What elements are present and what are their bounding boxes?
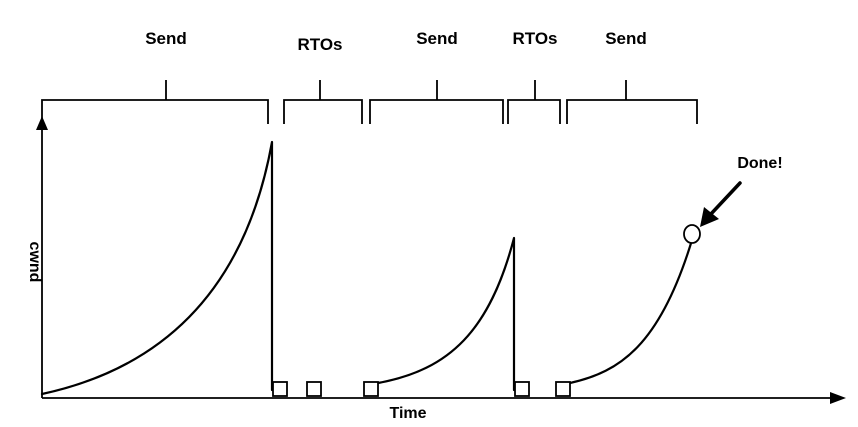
bracket-rtos-2 [507,80,561,124]
timeout-marker [363,381,379,397]
x-axis-arrowhead [830,392,846,404]
phase-label-send-2: Send [416,29,458,48]
phase-rtos-1: RTOs [283,35,363,124]
bracket-send-2 [369,80,504,124]
timeout-marker [272,381,288,397]
done-arrow [700,181,742,227]
phase-rtos-2: RTOs [507,29,561,124]
cwnd-curve-2 [376,236,516,392]
bracket-send-1 [41,80,269,124]
timeout-marker [555,381,571,397]
done-circle-marker [683,224,701,244]
phase-label-rtos-1: RTOs [297,35,342,54]
done-label: Done! [737,155,782,172]
cwnd-curve-1 [40,140,274,396]
y-axis [36,116,48,398]
y-axis-arrowhead [36,116,48,130]
phase-label-rtos-2: RTOs [512,29,557,48]
bracket-send-3 [566,80,698,124]
phase-send-2: Send [369,29,504,124]
phase-label-send-1: Send [145,29,187,48]
phase-send-1: Send [41,29,269,124]
x-axis-label: Time [389,405,426,422]
cwnd-curve-3 [568,238,694,385]
timeout-marker [514,381,530,397]
phase-label-send-3: Send [605,29,647,48]
timeout-marker [306,381,322,397]
x-axis [42,392,846,404]
phase-send-3: Send [566,29,698,124]
bracket-rtos-1 [283,80,363,124]
y-axis-label: cwnd [26,242,43,283]
